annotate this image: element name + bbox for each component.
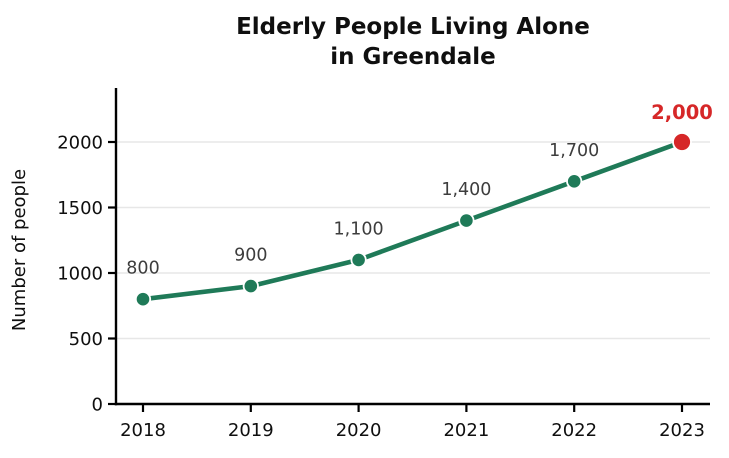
chart-title-line2: in Greendale xyxy=(330,44,496,70)
data-point-2022 xyxy=(566,173,583,190)
point-label-2018: 800 xyxy=(126,259,159,279)
data-point-2018 xyxy=(134,291,152,308)
series-line-group xyxy=(134,132,692,308)
y-tick-label-1500: 1500 xyxy=(57,198,103,219)
x-tick-label-2018: 2018 xyxy=(120,420,166,441)
point-label-2022: 1,700 xyxy=(549,141,599,161)
point-label-2019: 900 xyxy=(234,246,267,266)
y-tick-label-1000: 1000 xyxy=(57,264,103,285)
data-point-2021 xyxy=(458,212,475,229)
point-label-2021: 1,400 xyxy=(441,180,491,200)
axes: 0 500 1000 1500 2000 2018 2019 2020 2021 2022 2023 xyxy=(57,88,710,441)
point-label-2023: 2,000 xyxy=(651,101,713,124)
x-tick-label-2020: 2020 xyxy=(336,420,382,441)
chart-title-line1: Elderly People Living Alone xyxy=(236,14,590,40)
data-point-2020 xyxy=(350,251,367,268)
point-label-2020: 1,100 xyxy=(334,219,384,239)
x-tick-label-2021: 2021 xyxy=(443,420,489,441)
x-tick-label-2022: 2022 xyxy=(551,420,597,441)
y-axis-label: Number of people xyxy=(9,169,30,331)
point-labels-group: 800 900 1,100 1,400 1,700 2,000 xyxy=(126,101,713,279)
x-tick-label-2019: 2019 xyxy=(228,420,274,441)
data-point-2019 xyxy=(242,277,259,295)
series-line xyxy=(140,139,685,302)
x-tick-label-2023: 2023 xyxy=(659,420,705,441)
gridlines xyxy=(116,141,710,340)
y-tick-label-2000: 2000 xyxy=(57,133,103,154)
y-tick-label-0: 0 xyxy=(92,395,103,416)
data-point-2023 xyxy=(672,132,692,152)
y-tick-label-500: 500 xyxy=(69,329,103,350)
